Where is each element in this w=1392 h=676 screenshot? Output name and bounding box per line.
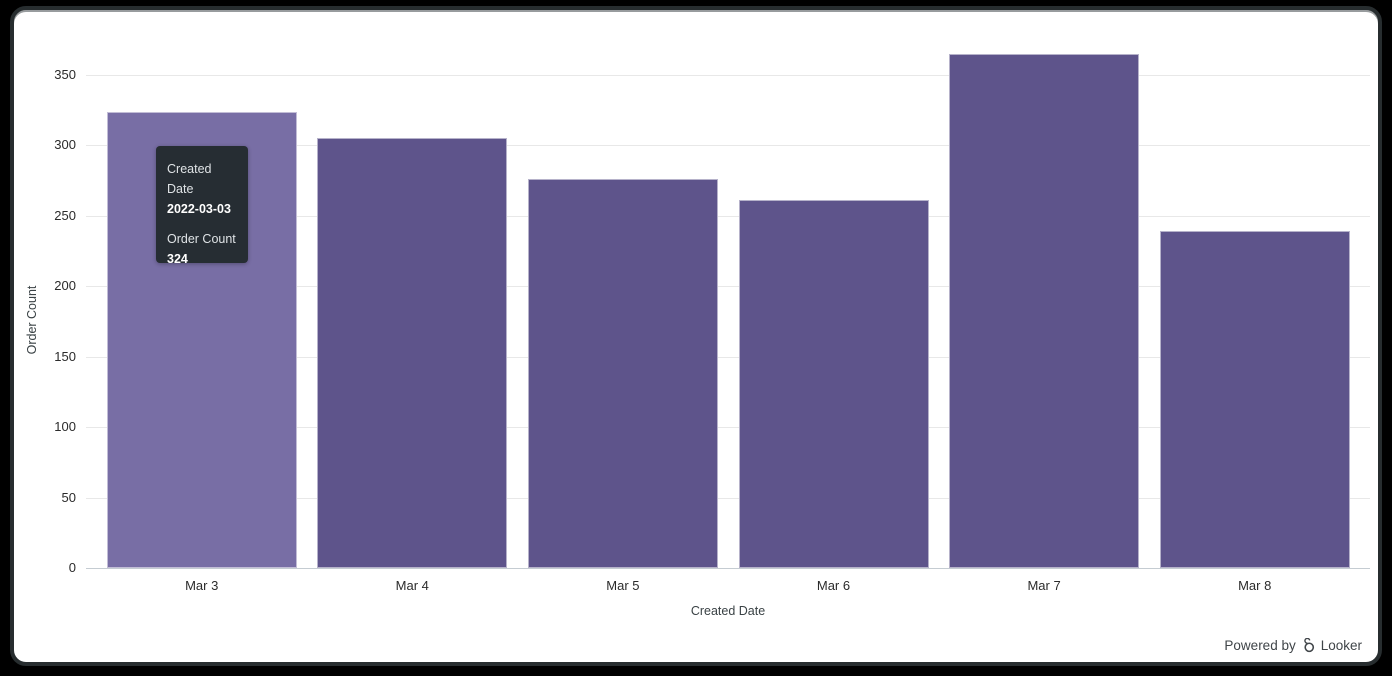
bar-mar-7[interactable] bbox=[949, 53, 1140, 568]
y-tick-label-250: 250 bbox=[54, 207, 76, 223]
gridline-y-250 bbox=[86, 215, 1370, 217]
y-axis-title: Order Count bbox=[25, 285, 39, 355]
x-axis-title: Created Date bbox=[690, 604, 766, 618]
y-tick-label-100: 100 bbox=[54, 419, 76, 435]
tooltip-measure-value: 324 bbox=[167, 252, 188, 266]
x-axis-line bbox=[86, 568, 1370, 569]
tooltip-dimension-label: Created Date bbox=[167, 162, 212, 196]
gridline-y-300 bbox=[86, 145, 1370, 147]
x-tick-label-mar-3: Mar 3 bbox=[185, 578, 219, 593]
bar-mar-6[interactable] bbox=[738, 200, 929, 568]
hover-tooltip: Created Date 2022-03-03 Order Count 324 bbox=[156, 146, 248, 266]
y-tick-label-50: 50 bbox=[61, 489, 76, 505]
powered-by-looker-link[interactable]: Powered by Looker bbox=[1224, 636, 1362, 654]
y-tick-label-350: 350 bbox=[54, 67, 76, 82]
gridline-y-200 bbox=[86, 286, 1370, 288]
chart-window: 0 50 100 150 200 250 300 350 Mar 3 Mar 4 Mar 5 Mar … bbox=[10, 6, 1382, 666]
gridline-y-150 bbox=[86, 356, 1370, 358]
gridline-y-100 bbox=[86, 427, 1370, 429]
bar-chart: 0 50 100 150 200 250 300 350 Mar 3 Mar 4 Mar 5 Mar … bbox=[14, 10, 1378, 662]
tooltip-dimension-value: 2022-03-03 bbox=[167, 202, 231, 216]
looker-brand-text: Looker bbox=[1320, 637, 1362, 653]
looker-logo-icon bbox=[1303, 637, 1314, 652]
bar-mar-5[interactable] bbox=[527, 179, 718, 568]
x-tick-label-mar-5: Mar 5 bbox=[606, 578, 640, 593]
tooltip-measure-label: Order Count bbox=[167, 232, 236, 246]
gridline-y-350 bbox=[86, 75, 1370, 76]
powered-by-text: Powered by bbox=[1224, 637, 1296, 653]
y-tick-label-300: 300 bbox=[54, 137, 76, 153]
x-tick-label-mar-8: Mar 8 bbox=[1238, 578, 1272, 593]
y-tick-label-0: 0 bbox=[68, 560, 76, 575]
tooltip-spacer bbox=[167, 219, 238, 229]
x-tick-label-mar-7: Mar 7 bbox=[1027, 578, 1061, 593]
bar-mar-8[interactable] bbox=[1159, 231, 1350, 568]
x-tick-label-mar-4: Mar 4 bbox=[395, 578, 429, 593]
bar-mar-4[interactable] bbox=[317, 138, 508, 568]
y-tick-label-200: 200 bbox=[54, 278, 76, 294]
gridline-y-50 bbox=[86, 497, 1370, 499]
y-tick-label-150: 150 bbox=[54, 348, 76, 364]
x-tick-label-mar-6: Mar 6 bbox=[816, 578, 851, 593]
